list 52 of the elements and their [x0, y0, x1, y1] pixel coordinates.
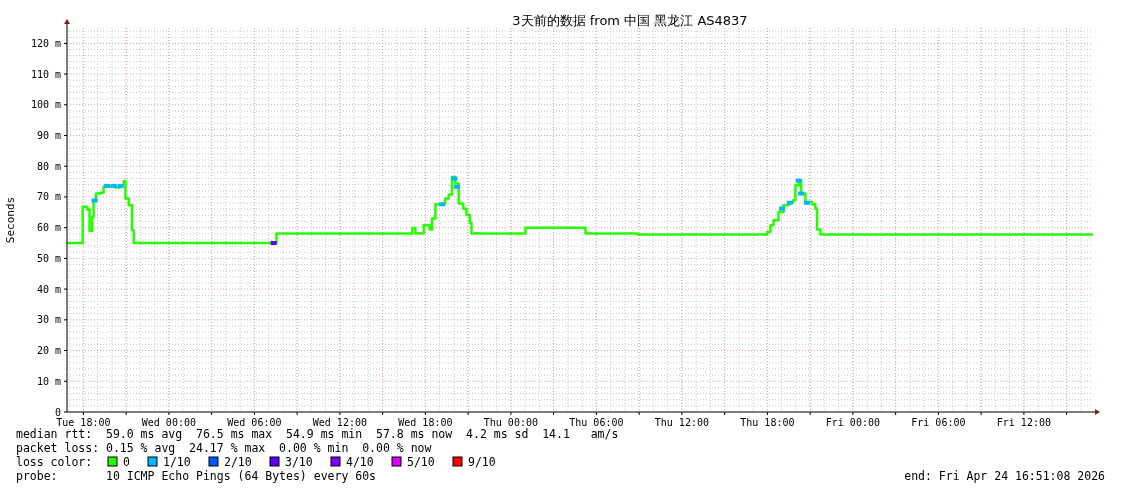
x-tick-label: Thu 18:00 [740, 417, 795, 428]
legend-label: 5/10 [407, 455, 435, 469]
x-tick-label: Fri 00:00 [825, 417, 880, 428]
legend-label: 0 [123, 455, 130, 469]
y-tick-label: 50 m [36, 252, 61, 264]
legend-label: 2/10 [224, 455, 252, 469]
y-tick-label: 30 m [36, 314, 61, 326]
point [439, 202, 446, 207]
point [110, 183, 117, 188]
y-tick-label: 110 m [30, 68, 61, 80]
point [453, 184, 460, 189]
x-tick-label: Thu 06:00 [569, 417, 624, 428]
point [117, 184, 124, 189]
legend-label: 4/10 [346, 455, 374, 469]
point [91, 198, 98, 203]
text: end: Fri Apr 24 16:51:08 2026 [904, 469, 1106, 483]
x-tick-label: Wed 12:00 [312, 417, 367, 428]
point [798, 191, 805, 196]
legend-label: 9/10 [468, 455, 496, 469]
y-tick-label: 60 m [36, 222, 61, 234]
point [804, 200, 811, 205]
legend-label: 1/10 [163, 455, 191, 469]
y-tick-label: 120 m [30, 37, 61, 49]
legend-label: 3/10 [285, 455, 313, 469]
y-tick-label: 70 m [36, 191, 61, 203]
text: probe: 10 ICMP Echo Pings (64 Bytes) every 60s [16, 469, 377, 483]
point [451, 176, 458, 181]
point [779, 206, 786, 211]
y-tick-label: 40 m [36, 283, 61, 295]
point [786, 200, 793, 205]
y-tick-label: 10 m [36, 375, 61, 387]
y-tick-label: 80 m [36, 160, 61, 172]
x-tick-label: Fri 06:00 [911, 417, 966, 428]
text: packet loss: 0.15 % avg 24.17 % max 0.00 % min 0.00 % now [16, 441, 432, 455]
y-axis-title: Seconds [4, 196, 17, 244]
point [795, 178, 802, 183]
point [270, 241, 277, 246]
y-tick-label: 20 m [36, 345, 61, 357]
chart-title: 3天前的数据 from 中国 黑龙江 AS4837 [512, 13, 748, 28]
x-tick-label: Wed 18:00 [398, 417, 453, 428]
x-tick-label: Wed 06:00 [227, 417, 282, 428]
x-tick-label: Tue 18:00 [56, 417, 111, 428]
x-tick-label: Wed 00:00 [141, 417, 196, 428]
y-tick-label: 100 m [30, 99, 61, 111]
x-tick-label: Fri 12:00 [996, 417, 1051, 428]
point [104, 183, 111, 188]
x-tick-label: Thu 00:00 [483, 417, 538, 428]
legend-title: loss color: [16, 455, 93, 469]
y-tick-label: 90 m [36, 130, 61, 142]
x-tick-label: Thu 12:00 [654, 417, 709, 428]
text: median rtt: 59.0 ms avg 76.5 ms max 54.9 ms min 57.8 ms now 4.2 ms sd 14.1 am/s [16, 427, 619, 441]
y-tick-label: 0 [54, 406, 61, 418]
